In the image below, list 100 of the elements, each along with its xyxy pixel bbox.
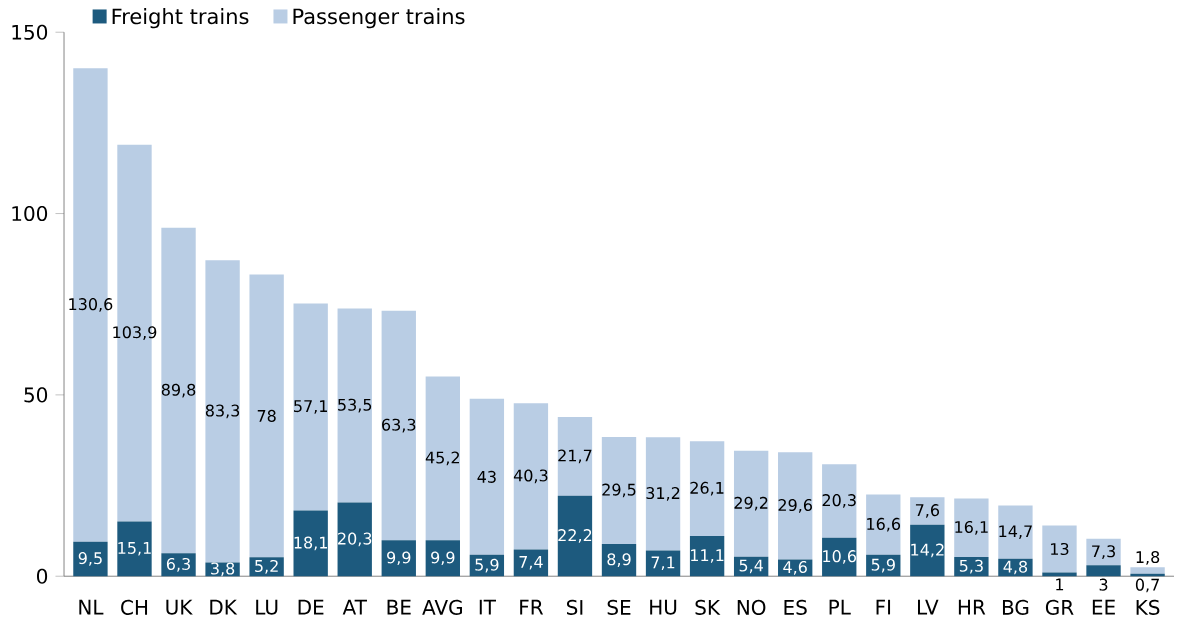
x-tick-label: LV: [918, 600, 939, 615]
data-label: 5,9: [475, 558, 499, 573]
x-tick-label: LU: [256, 600, 278, 615]
bar: [910, 524, 945, 577]
data-label: 20,3: [338, 532, 372, 547]
data-label: 29,6: [778, 499, 812, 513]
x-tick-label: NO: [737, 599, 766, 616]
data-label: 1,8: [1136, 551, 1160, 565]
x-tick-label: FR: [520, 600, 544, 615]
bar: [469, 399, 505, 556]
data-label: 9,5: [78, 552, 102, 567]
data-label: 31,2: [646, 487, 680, 501]
data-label: 130,6: [69, 298, 113, 312]
bar: [337, 502, 372, 577]
data-label: 21,7: [558, 449, 592, 464]
bar: [249, 557, 284, 577]
data-label: 11,1: [691, 549, 724, 564]
x-tick-label: NL: [79, 600, 104, 615]
data-label: 22,2: [558, 529, 592, 544]
bar: [117, 521, 152, 577]
x-tick-label: SI: [566, 599, 583, 616]
bar: [998, 505, 1033, 559]
bar: [689, 441, 725, 537]
data-label: 83,3: [205, 404, 240, 419]
x-tick-label: FI: [876, 600, 891, 615]
data-label: 7,4: [519, 556, 543, 570]
bar: [1130, 567, 1165, 574]
bar: [645, 550, 681, 577]
bar: [822, 464, 857, 538]
y-tick-label: 0: [37, 568, 48, 584]
x-tick-label: PL: [829, 600, 851, 615]
data-label: 40,3: [513, 469, 548, 484]
bar: [778, 452, 813, 560]
bar: [954, 498, 989, 558]
bar: [866, 494, 901, 556]
bar: [205, 260, 240, 563]
bar: [161, 227, 196, 554]
x-tick-label: HR: [958, 600, 986, 615]
data-label: 57,1: [294, 400, 327, 414]
legend-label: Passenger trains: [293, 8, 465, 29]
data-label: 7,1: [651, 556, 675, 571]
bar: [557, 495, 593, 577]
data-label: 13: [1051, 543, 1069, 556]
x-tick-label: BG: [1002, 599, 1029, 616]
data-label: 8,9: [607, 553, 631, 568]
data-label: 4,8: [1003, 560, 1028, 575]
data-label: 10,6: [823, 550, 857, 565]
bar: [733, 450, 769, 557]
bar: [337, 308, 372, 503]
x-tick-label: BE: [387, 600, 411, 615]
bar: [293, 510, 328, 577]
x-tick-label: HU: [650, 600, 677, 615]
data-label: 103,9: [113, 326, 157, 341]
bar: [513, 549, 549, 577]
data-label: 45,2: [425, 451, 460, 466]
data-label: 3,8: [211, 562, 235, 577]
bar: [425, 376, 460, 541]
bar: [910, 497, 945, 525]
data-label: 4,6: [783, 561, 807, 575]
bar: [381, 310, 416, 541]
data-label: 29,2: [734, 496, 768, 511]
data-label: 43: [477, 470, 496, 484]
x-tick-label: ES: [784, 599, 807, 616]
data-label: 5,3: [959, 559, 983, 574]
data-label: 3: [1099, 578, 1108, 591]
data-label: 1: [1056, 578, 1064, 591]
x-tick-label: DE: [298, 600, 324, 615]
data-label: 14,7: [999, 525, 1032, 540]
data-label: 5,2: [255, 560, 278, 574]
data-label: 18,1: [294, 536, 327, 551]
bar: [601, 544, 637, 577]
data-label: 63,3: [382, 418, 416, 433]
bar: [513, 403, 549, 550]
y-tick-label: 100: [12, 206, 48, 222]
x-tick-label: EE: [1092, 600, 1115, 615]
data-label: 53,5: [338, 398, 372, 413]
x-tick-label: SK: [695, 599, 721, 616]
data-label: 89,8: [161, 383, 196, 398]
data-label: 16,1: [955, 521, 988, 535]
x-tick-label: GR: [1045, 599, 1074, 616]
bar: [1086, 565, 1121, 577]
x-tick-label: UK: [166, 600, 193, 615]
bar: [1086, 539, 1121, 566]
bar: [293, 303, 328, 511]
bar: [557, 417, 593, 496]
x-tick-label: IT: [479, 600, 496, 615]
data-label: 16,6: [867, 518, 901, 532]
bar: [73, 541, 108, 577]
y-tick-label: 50: [24, 387, 48, 403]
bar: [645, 437, 681, 551]
data-label: 7,3: [1092, 545, 1115, 560]
data-label: 5,9: [871, 558, 895, 573]
data-label: 29,5: [602, 483, 636, 498]
data-label: 15,1: [118, 542, 151, 556]
data-label: 7,6: [915, 504, 940, 518]
data-label: 26,1: [690, 481, 724, 496]
bar: [689, 536, 725, 577]
x-tick-label: AT: [342, 600, 367, 615]
legend-label: Freight trains: [112, 8, 249, 29]
data-label: 5,4: [739, 559, 763, 574]
